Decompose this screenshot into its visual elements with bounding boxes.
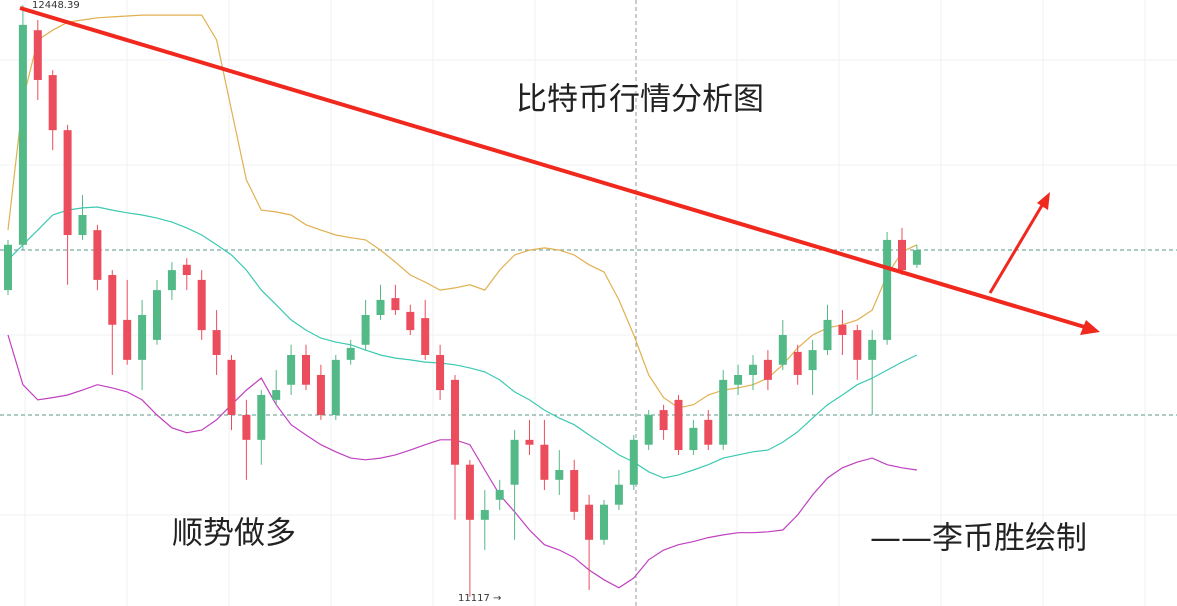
candle-body [421, 318, 430, 355]
band-line [7, 334, 917, 589]
trend-arrows [19, 6, 1100, 335]
low-label: 11117 [458, 593, 490, 604]
candle-body [570, 470, 579, 512]
candle-body [436, 354, 445, 391]
candle-body [838, 324, 847, 335]
candle-body [287, 354, 296, 385]
band-line [7, 206, 918, 479]
candle-body [33, 30, 42, 80]
candle-body [316, 374, 325, 415]
candle-body [451, 379, 459, 465]
candle-body [272, 390, 281, 400]
candle-body [793, 351, 802, 375]
candle-body [555, 470, 564, 480]
candle-body [212, 330, 221, 355]
candle-body [778, 334, 787, 365]
candle-body [644, 414, 653, 445]
candle-body [153, 290, 161, 340]
candle-body [376, 299, 385, 315]
candle-body [4, 244, 12, 291]
candle-body [600, 504, 608, 540]
candle-body [823, 319, 832, 351]
candle-body [138, 314, 147, 360]
candle-body [257, 394, 266, 440]
candle-body [749, 364, 757, 375]
candle-body [302, 354, 310, 385]
candle-body [868, 339, 877, 360]
bands [7, 14, 918, 589]
high-label: 12448.39 [32, 0, 80, 11]
candle-body [18, 24, 27, 245]
candle-body [719, 379, 728, 445]
candles [4, 5, 921, 597]
candle-body [510, 439, 519, 485]
candle-body [63, 130, 72, 236]
candle-body [227, 359, 236, 415]
candle-body [853, 330, 862, 360]
candle-body [480, 510, 489, 520]
chart-title: 比特币行情分析图 [516, 82, 764, 118]
candle-body [197, 279, 206, 331]
candle-body [883, 239, 892, 340]
candle-body [346, 347, 355, 360]
candle-body [704, 419, 713, 445]
candle-body [108, 275, 117, 325]
candle-body [406, 311, 415, 331]
candle-body [242, 414, 251, 440]
candle-body [93, 230, 102, 280]
candle-body [629, 439, 638, 485]
candle-body [659, 410, 668, 431]
candle-body [898, 239, 906, 271]
candle-body [182, 264, 191, 276]
candle-body [808, 350, 817, 371]
candle-body [495, 490, 504, 500]
candle-body [48, 75, 57, 131]
low-arrow: → [493, 593, 501, 604]
candle-body [167, 270, 176, 291]
candle-body [614, 484, 623, 505]
candle-body [912, 250, 921, 265]
candle-body [465, 464, 474, 520]
candle-body [585, 504, 594, 540]
candle-body [525, 439, 534, 445]
candle-body [674, 399, 683, 451]
candle-body [391, 298, 400, 311]
candle-body [361, 314, 370, 345]
candle-body [540, 444, 549, 480]
candle-body [763, 359, 772, 380]
candle-body [689, 427, 698, 451]
annotation: 顺势做多 [172, 516, 296, 552]
candle-body [123, 319, 132, 360]
candle-body [734, 374, 743, 385]
candle-body [331, 359, 340, 415]
candle-body [78, 215, 87, 236]
annotation: ——李币胜绘制 [870, 521, 1087, 557]
